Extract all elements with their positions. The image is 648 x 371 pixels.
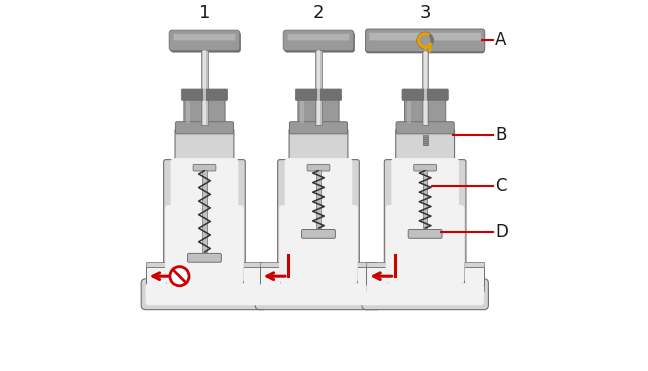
FancyBboxPatch shape [187,253,222,262]
FancyBboxPatch shape [184,98,225,127]
FancyBboxPatch shape [290,122,347,134]
FancyBboxPatch shape [307,164,330,171]
FancyBboxPatch shape [391,158,459,294]
FancyBboxPatch shape [284,158,353,294]
Bar [301,101,304,123]
Circle shape [170,267,189,286]
Bar [260,262,280,267]
FancyBboxPatch shape [277,160,359,298]
Text: D: D [495,223,508,241]
FancyBboxPatch shape [283,30,354,51]
FancyBboxPatch shape [362,279,489,310]
FancyBboxPatch shape [165,205,181,283]
FancyBboxPatch shape [174,34,235,40]
FancyBboxPatch shape [386,205,402,283]
Bar [366,262,386,267]
Bar [316,170,321,228]
Bar [422,51,428,125]
FancyBboxPatch shape [284,32,355,53]
FancyBboxPatch shape [369,33,481,40]
Bar [407,101,411,123]
FancyBboxPatch shape [298,98,339,127]
FancyBboxPatch shape [260,283,377,305]
FancyBboxPatch shape [448,205,465,283]
FancyBboxPatch shape [288,34,349,40]
FancyBboxPatch shape [289,129,348,165]
FancyBboxPatch shape [365,29,485,52]
Bar [317,50,320,125]
Bar [201,50,208,125]
FancyBboxPatch shape [164,160,246,298]
FancyBboxPatch shape [141,279,268,310]
Bar [260,285,280,290]
Bar [464,262,484,267]
Bar [464,267,484,285]
FancyBboxPatch shape [341,205,358,283]
FancyBboxPatch shape [396,122,454,134]
FancyBboxPatch shape [146,283,263,305]
FancyBboxPatch shape [279,205,295,283]
Bar [243,285,263,290]
FancyBboxPatch shape [402,89,448,101]
FancyBboxPatch shape [384,160,466,298]
FancyBboxPatch shape [255,279,382,310]
Bar [366,285,386,290]
FancyBboxPatch shape [365,29,485,53]
Text: B: B [495,127,506,144]
Circle shape [417,32,434,49]
Bar [187,101,190,123]
Bar [315,50,322,125]
Bar [422,135,428,145]
FancyBboxPatch shape [193,164,216,171]
Text: A: A [495,32,506,49]
FancyBboxPatch shape [408,230,442,238]
FancyBboxPatch shape [227,205,244,283]
Bar [357,267,377,285]
Bar [424,51,426,125]
FancyBboxPatch shape [175,129,234,165]
Bar [146,262,166,267]
FancyBboxPatch shape [404,98,446,127]
Bar [243,262,263,267]
Bar [357,285,377,290]
Text: 1: 1 [199,4,210,22]
Bar [203,50,206,125]
Bar [146,285,166,290]
FancyBboxPatch shape [169,30,240,51]
Bar [260,267,280,285]
Bar [366,267,386,285]
FancyBboxPatch shape [170,158,238,294]
FancyBboxPatch shape [295,89,341,101]
Bar [146,267,166,285]
Circle shape [420,35,431,46]
FancyBboxPatch shape [181,89,227,101]
FancyBboxPatch shape [176,122,233,134]
FancyBboxPatch shape [396,129,454,165]
Bar [423,170,427,228]
Bar [464,285,484,290]
FancyBboxPatch shape [301,230,336,238]
Text: 3: 3 [419,4,431,22]
Bar [202,170,207,252]
Bar [243,267,263,285]
Text: C: C [495,177,507,195]
Text: 2: 2 [313,4,324,22]
Bar [357,262,377,267]
FancyBboxPatch shape [170,32,241,53]
FancyBboxPatch shape [413,164,437,171]
FancyBboxPatch shape [366,283,484,305]
